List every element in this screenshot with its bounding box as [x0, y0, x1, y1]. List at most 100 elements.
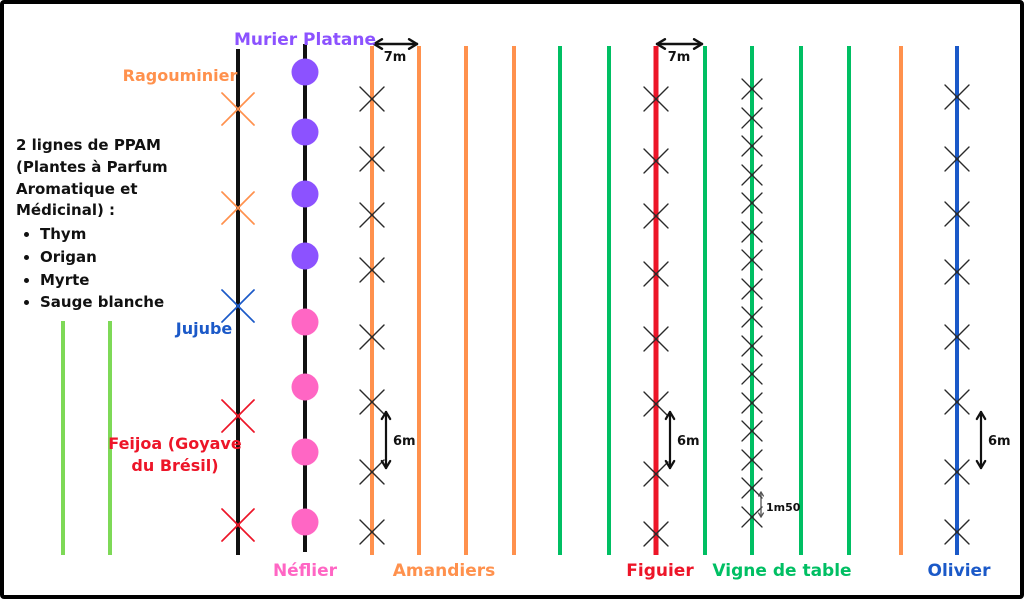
arrow-head: [655, 38, 667, 46]
x-stroke: [741, 192, 763, 214]
arrow-head: [664, 410, 672, 421]
arrow-head: [668, 459, 676, 470]
plant-mark-vigne-line: [741, 164, 763, 186]
arrow-head: [407, 38, 419, 46]
measurement-span-7m-a: 7m: [372, 38, 419, 65]
x-stroke: [741, 107, 763, 129]
x-stroke: [643, 261, 669, 287]
measurement-label: 7m: [384, 50, 407, 65]
arrow-head: [407, 42, 419, 50]
x-stroke: [359, 324, 385, 350]
x-stroke: [741, 477, 763, 499]
label-vigne-de-table: Vigne de table: [712, 561, 852, 581]
x-stroke: [359, 459, 385, 485]
x-stroke: [741, 420, 763, 442]
label-murier-platane: Murier Platane: [233, 30, 377, 50]
measurement-label: 6m: [677, 434, 700, 449]
plant-mark-amandiers-line-1: [359, 257, 385, 283]
ppam-note-item: Thym: [40, 224, 196, 246]
arrow-head: [975, 410, 983, 421]
x-stroke: [741, 249, 763, 271]
plant-mark-vigne-line: [741, 78, 763, 100]
arrow-head: [372, 38, 384, 46]
ppam-note-list: Thym Origan Myrte Sauge blanche: [16, 224, 196, 314]
label-neflier: Néflier: [272, 561, 338, 581]
plant-mark-vigne-line: [741, 107, 763, 129]
measurement-span-7m-b: 7m: [655, 38, 704, 65]
x-stroke: [643, 203, 669, 229]
plant-mark-vigne-line: [741, 335, 763, 357]
x-stroke: [643, 326, 669, 352]
arrow-head: [384, 410, 392, 421]
plant-mark-amandiers-line-1: [359, 459, 385, 485]
arrow-head: [975, 459, 983, 470]
plant-mark-amandiers-line-1: [359, 389, 385, 415]
x-stroke: [944, 84, 970, 110]
x-stroke: [741, 306, 763, 328]
arrow-head: [757, 512, 762, 518]
x-stroke: [359, 202, 385, 228]
arrow-head: [655, 42, 667, 50]
plant-mark-olivier-line: [944, 519, 970, 545]
plant-mark-vigne-line: [741, 363, 763, 385]
measurement-label: 6m: [988, 434, 1011, 449]
measurement-span-6m-a: 6m: [380, 410, 416, 470]
plant-mark-olivier-line: [944, 389, 970, 415]
x-stroke: [944, 146, 970, 172]
x-stroke: [944, 201, 970, 227]
label-figuier: Figuier: [626, 561, 694, 581]
x-stroke: [741, 78, 763, 100]
label-feijoa: Feijoa (Goyave du Brésil): [108, 434, 242, 475]
plant-mark-vigne-line: [741, 278, 763, 300]
plant-mark-olivier-line: [944, 324, 970, 350]
plant-mark-vigne-line: [741, 506, 763, 528]
plant-mark-amandiers-line-1: [359, 519, 385, 545]
measurement-label: 7m: [668, 50, 691, 65]
plant-mark-figuier-line: [643, 86, 669, 112]
plant-mark-vigne-line: [741, 249, 763, 271]
plant-mark-vigne-line: [741, 306, 763, 328]
plant-mark-vigne-line: [741, 449, 763, 471]
arrow-head: [380, 459, 388, 470]
tree-circle-murier-neflier-line: [291, 242, 319, 270]
arrow-head: [664, 459, 672, 470]
ppam-note-item: Origan: [40, 247, 196, 269]
plant-mark-amandiers-line-1: [359, 324, 385, 350]
plant-mark-figuier-line: [643, 261, 669, 287]
arrow-head: [692, 38, 704, 46]
plant-mark-figuier-line: [643, 461, 669, 487]
x-stroke: [643, 521, 669, 547]
arrow-head: [979, 410, 987, 421]
x-stroke: [741, 335, 763, 357]
plant-mark-shrub-line: [221, 191, 255, 225]
x-stroke: [944, 259, 970, 285]
arrow-head: [380, 410, 388, 421]
plant-mark-olivier-line: [944, 201, 970, 227]
plant-mark-shrub-line: [221, 508, 255, 542]
x-stroke: [359, 146, 385, 172]
arrow-head: [372, 42, 384, 50]
tree-circle-murier-neflier-line: [291, 308, 319, 336]
plant-mark-vigne-line: [741, 392, 763, 414]
x-stroke: [643, 148, 669, 174]
x-stroke: [944, 459, 970, 485]
ppam-note-item: Myrte: [40, 270, 196, 292]
tree-circle-murier-neflier-line: [291, 180, 319, 208]
x-stroke: [643, 461, 669, 487]
x-stroke: [944, 519, 970, 545]
plant-mark-amandiers-line-1: [359, 202, 385, 228]
plant-mark-figuier-line: [643, 521, 669, 547]
arrow-head: [979, 459, 987, 470]
x-stroke: [359, 389, 385, 415]
x-stroke: [741, 363, 763, 385]
plant-mark-amandiers-line-1: [359, 86, 385, 112]
label-jujube: Jujube: [175, 319, 233, 338]
x-stroke: [741, 221, 763, 243]
x-stroke: [221, 289, 255, 323]
plant-mark-shrub-line: [221, 289, 255, 323]
x-stroke: [221, 191, 255, 225]
arrow-head: [760, 512, 765, 518]
measurement-label: 6m: [393, 434, 416, 449]
plant-mark-olivier-line: [944, 259, 970, 285]
